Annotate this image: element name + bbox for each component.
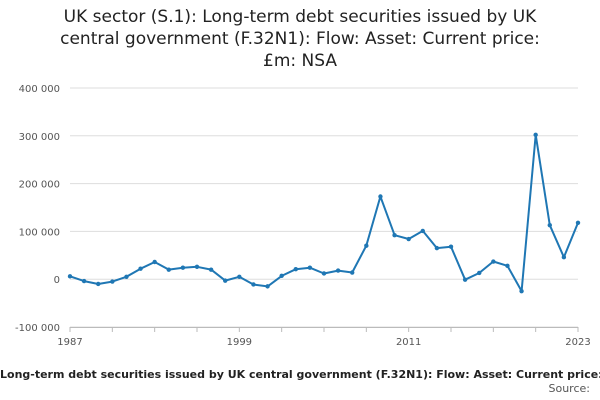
source-label: Source: [548, 382, 591, 395]
x-tick-label: 1999 [227, 337, 252, 348]
data-point [265, 284, 270, 289]
data-point [307, 265, 313, 270]
data-point [477, 270, 482, 276]
data-point [279, 273, 284, 279]
data-point [575, 220, 581, 225]
data-point [533, 132, 538, 138]
data-point [335, 268, 341, 273]
data-point [81, 278, 87, 284]
data-point [392, 233, 397, 238]
data-point [378, 194, 383, 199]
data-point [208, 267, 214, 272]
data-point [420, 228, 425, 234]
data-point [223, 278, 228, 283]
data-point [491, 259, 496, 264]
data-point [406, 236, 411, 242]
data-point [180, 265, 186, 270]
data-point [237, 274, 242, 280]
chart-title-line: £m: NSA [263, 51, 337, 71]
data-point [194, 264, 200, 269]
data-point [152, 259, 157, 265]
legend-entry: Long-term debt securities issued by UK c… [0, 368, 600, 381]
data-point [448, 244, 454, 249]
y-tick-label: 100 000 [19, 227, 60, 238]
data-point [364, 243, 369, 248]
y-tick-label: 0 [54, 275, 60, 286]
data-point [547, 222, 552, 228]
y-tick-label: -100 000 [15, 323, 60, 334]
y-tick-label: 300 000 [19, 132, 60, 143]
axes: 400 000 300 000 200 000 100 000 0 -100 000 198… [15, 84, 591, 348]
data-point [350, 270, 355, 275]
data-point [434, 245, 440, 251]
y-tick-label: 400 000 [19, 84, 60, 95]
chart-title-line: UK sector (S.1): Long-term debt securiti… [63, 7, 537, 27]
y-tick-label: 200 000 [19, 180, 60, 191]
series-layer [67, 132, 581, 294]
data-point [138, 266, 143, 271]
data-point [67, 274, 73, 279]
data-point [166, 267, 171, 272]
grid-lines [70, 87, 578, 328]
data-point [293, 266, 298, 272]
data-point [110, 279, 115, 284]
data-point [124, 274, 129, 280]
chart-title-line: central government (F.32N1): Flow: Asset… [60, 29, 540, 49]
x-tick-label: 2011 [396, 337, 421, 348]
data-point [321, 271, 327, 276]
data-point [462, 277, 468, 282]
x-tick-label: 2023 [565, 337, 590, 348]
data-point [96, 281, 101, 287]
data-point [251, 282, 256, 287]
data-point [561, 255, 567, 260]
series-line [69, 133, 579, 293]
data-point [519, 288, 524, 294]
chart-title: UK sector (S.1): Long-term debt securiti… [0, 6, 600, 72]
legend-label: Long-term debt securities issued by UK c… [0, 368, 600, 381]
data-point [505, 263, 510, 269]
x-tick-label: 1987 [57, 337, 82, 348]
